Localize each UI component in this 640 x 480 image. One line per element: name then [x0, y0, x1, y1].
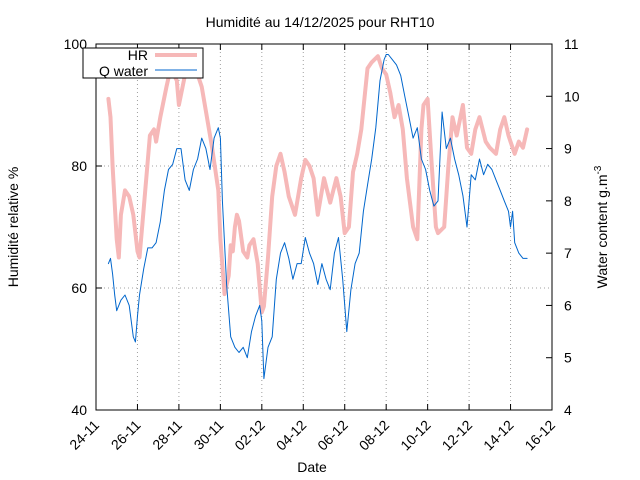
x-tick-label: 08-12 [356, 417, 393, 454]
chart-title: Humidité au 14/12/2025 pour RHT10 [206, 14, 435, 30]
y2-tick-label: 8 [564, 193, 572, 209]
x-axis-label: Date [297, 459, 327, 475]
y2-axis-label-main: Water content g.m [594, 175, 610, 289]
x-tick-label: 30-11 [191, 417, 227, 453]
y2-tick-label: 6 [564, 297, 572, 313]
plot-frame [95, 43, 553, 411]
grid-lines [96, 44, 552, 410]
x-tick-label: 26-11 [108, 417, 144, 453]
x-tick-label: 02-12 [231, 417, 268, 454]
x-tick-label: 16-12 [521, 417, 558, 454]
y-tick-label: 60 [71, 280, 87, 296]
series-line-q-water [107, 54, 528, 380]
x-tick-label: 14-12 [480, 417, 517, 454]
series-lines [106, 54, 530, 380]
y2-tick-label: 11 [564, 36, 579, 52]
legend-box [82, 47, 204, 79]
x-tick-label: 28-11 [149, 417, 185, 453]
y2-tick-label: 10 [564, 88, 580, 104]
y2-tick-label: 4 [564, 402, 572, 418]
legend: HR Q water [82, 47, 204, 79]
y2-axis-label-superscript: -3 [593, 165, 604, 174]
y2-tick-label: 7 [564, 245, 572, 261]
legend-label-hr: HR [128, 47, 148, 63]
legend-label-q-water: Q water [99, 63, 148, 79]
y-tick-label: 40 [71, 402, 87, 418]
y2-tick-label: 9 [564, 141, 572, 157]
x-tick-label: 24-11 [66, 417, 102, 453]
y2-tick-label: 5 [564, 350, 572, 366]
tick-marks [95, 43, 553, 411]
x-tick-label: 10-12 [397, 417, 434, 454]
series-line-hr [106, 54, 530, 315]
y-tick-label: 80 [71, 158, 87, 174]
y-axis-label: Humidité relative % [5, 167, 21, 288]
y-tick-label: 100 [64, 36, 88, 52]
x-tick-label: 04-12 [273, 417, 310, 454]
x-tick-label: 06-12 [314, 417, 351, 454]
x-tick-label: 12-12 [439, 417, 476, 454]
y2-axis-label: Water content g.m-3 [593, 165, 610, 288]
